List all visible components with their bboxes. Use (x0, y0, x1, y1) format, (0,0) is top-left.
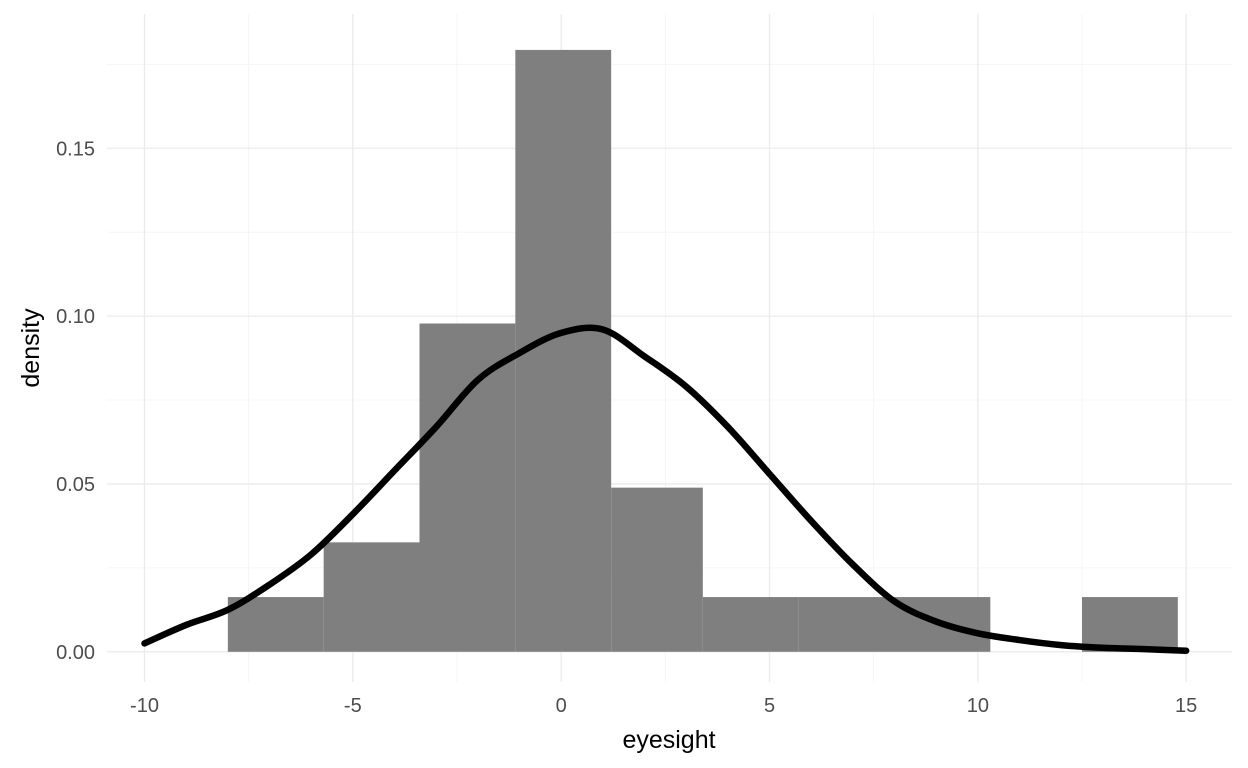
y-tick-label: 0.15 (56, 138, 95, 160)
x-tick-label: 5 (764, 695, 775, 717)
histogram-bar (702, 597, 799, 652)
histogram-bar (227, 597, 324, 652)
histogram-bar (515, 49, 612, 652)
histogram-bar (1082, 597, 1178, 652)
y-tick-label: 0.10 (56, 306, 95, 328)
x-tick-label: -10 (130, 695, 159, 717)
x-tick-label: -5 (344, 695, 362, 717)
histogram-bars (227, 49, 1178, 652)
histogram-bar (798, 597, 895, 652)
density-curve-layer (141, 324, 1190, 655)
histogram-bar (323, 542, 420, 652)
x-axis-ticks: -10 -5 0 5 10 15 (130, 695, 1197, 717)
histogram-bar (611, 487, 703, 652)
x-tick-label: 10 (967, 695, 989, 717)
x-tick-label: 0 (556, 695, 567, 717)
x-axis-title: eyesight (622, 726, 715, 754)
density-curve (141, 324, 1190, 655)
y-axis-ticks: 0.00 0.05 0.10 0.15 (56, 138, 95, 664)
y-tick-label: 0.05 (56, 474, 95, 496)
y-axis-title: density (17, 308, 45, 388)
x-tick-label: 15 (1175, 695, 1197, 717)
y-tick-label: 0.00 (56, 642, 95, 664)
histogram-bar (419, 323, 516, 652)
